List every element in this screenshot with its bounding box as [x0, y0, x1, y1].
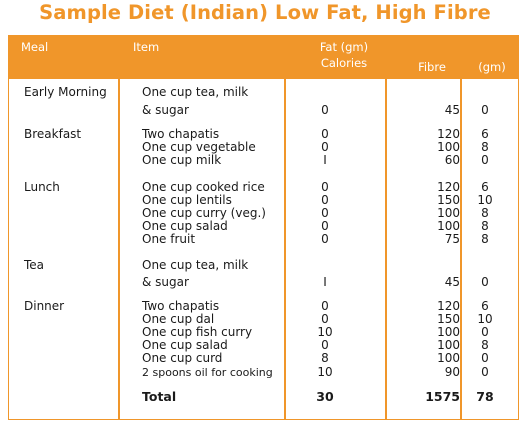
table-row-fibre: 120 [437, 299, 460, 313]
table-row-gm: 0 [481, 365, 489, 379]
table-row-gm: 8 [481, 232, 489, 246]
table-row-gm: 8 [481, 219, 489, 233]
table-row-item: One cup tea, milk [142, 258, 249, 272]
table-row-fibre: 120 [437, 127, 460, 141]
table-row-fibre: 100 [437, 219, 460, 233]
table-header: Meal Item Fat (gm) Calories Fibre (gm) [9, 36, 518, 79]
table-row-item: One cup vegetable [142, 140, 256, 154]
table-row-item: 2 spoons oil for cooking [142, 366, 273, 379]
table-row-fat: 0 [321, 206, 329, 220]
table-row-fat: 10 [317, 325, 333, 339]
table-row-item: & sugar [142, 275, 189, 289]
meal-dinner: Dinner [24, 299, 65, 313]
page-title: Sample Diet (Indian) Low Fat, High Fibre [39, 1, 491, 24]
table-row-gm: 6 [481, 127, 489, 141]
table-row-item: & sugar [142, 103, 189, 117]
column-divider [118, 36, 120, 419]
table-row-fat: I [323, 275, 327, 289]
table-row-fibre: 150 [437, 193, 460, 207]
meal-breakfast: Breakfast [24, 127, 82, 141]
table-row-fibre: 120 [437, 180, 460, 194]
table-row-item: One fruit [142, 232, 196, 246]
total-fibre: 1575 [425, 389, 460, 404]
table-row-item: One cup tea, milk [142, 85, 249, 99]
header-calories: Calories [320, 56, 368, 70]
meal-tea: Tea [24, 258, 45, 272]
table-row-fibre: 150 [437, 312, 460, 326]
table-row-fibre: 100 [437, 338, 460, 352]
table-row-fat: 0 [321, 140, 329, 154]
table-row-fat: 0 [321, 127, 329, 141]
table-row-fibre: 100 [437, 206, 460, 220]
table-row-gm: 8 [481, 140, 489, 154]
header-fat: Fat (gm) [319, 40, 369, 54]
table-row-fat: 0 [321, 312, 329, 326]
table-row-fibre: 90 [444, 365, 460, 379]
header-meal: Meal [21, 40, 49, 54]
table-row-fibre: 100 [437, 325, 460, 339]
table-row-gm: 6 [481, 299, 489, 313]
table-row-fat: 0 [321, 232, 329, 246]
table-row-fat: 0 [321, 103, 329, 117]
total-label: Total [142, 389, 177, 404]
table-row-fibre: 45 [444, 103, 460, 117]
column-divider [460, 36, 462, 419]
header-gm: (gm) [478, 60, 506, 74]
table-row-item: One cup salad [142, 219, 228, 233]
table-row-item: Two chapatis [142, 299, 220, 313]
table-row-gm: 0 [481, 351, 489, 365]
table-row-gm: 0 [481, 103, 489, 117]
meal-early-morning: Early Morning [24, 85, 107, 99]
table-row-item: One cup salad [142, 338, 228, 352]
table-row-fat: 10 [317, 365, 333, 379]
column-divider [284, 36, 286, 419]
table-row-gm: 0 [481, 325, 489, 339]
table-row-fat: 0 [321, 338, 329, 352]
table-frame [8, 35, 519, 420]
table-row-fibre: 100 [437, 140, 460, 154]
table-row-fat: 8 [321, 351, 329, 365]
table-row-gm: 8 [481, 338, 489, 352]
table-row-fibre: 100 [437, 351, 460, 365]
table-row-fibre: 60 [444, 153, 460, 167]
column-divider [385, 36, 387, 419]
table-row-item: Two chapatis [142, 127, 220, 141]
table-row-item: One cup cooked rice [142, 180, 265, 194]
total-fat: 30 [316, 389, 334, 404]
total-gm: 78 [476, 389, 494, 404]
table-row-fat: 0 [321, 180, 329, 194]
table-row-gm: 10 [477, 193, 493, 207]
table-row-fat: 0 [321, 193, 329, 207]
table-row-item: One cup curd [142, 351, 223, 365]
table-row-item: One cup dal [142, 312, 215, 326]
table-row-fat: 0 [321, 299, 329, 313]
table-row-item: One cup milk [142, 153, 222, 167]
table-row-gm: 10 [477, 312, 493, 326]
meal-lunch: Lunch [24, 180, 60, 194]
header-fibre: Fibre [418, 60, 446, 74]
table-row-gm: 6 [481, 180, 489, 194]
table-row-item: One cup lentils [142, 193, 232, 207]
table-row-gm: 0 [481, 153, 489, 167]
table-row-fibre: 45 [444, 275, 460, 289]
table-row-fat: 0 [321, 219, 329, 233]
table-row-fibre: 75 [444, 232, 460, 246]
table-row-gm: 8 [481, 206, 489, 220]
table-row-fat: I [323, 153, 327, 167]
header-item: Item [133, 40, 160, 54]
table-row-item: One cup curry (veg.) [142, 206, 266, 220]
table-row-item: One cup fish curry [142, 325, 253, 339]
table-row-gm: 0 [481, 275, 489, 289]
